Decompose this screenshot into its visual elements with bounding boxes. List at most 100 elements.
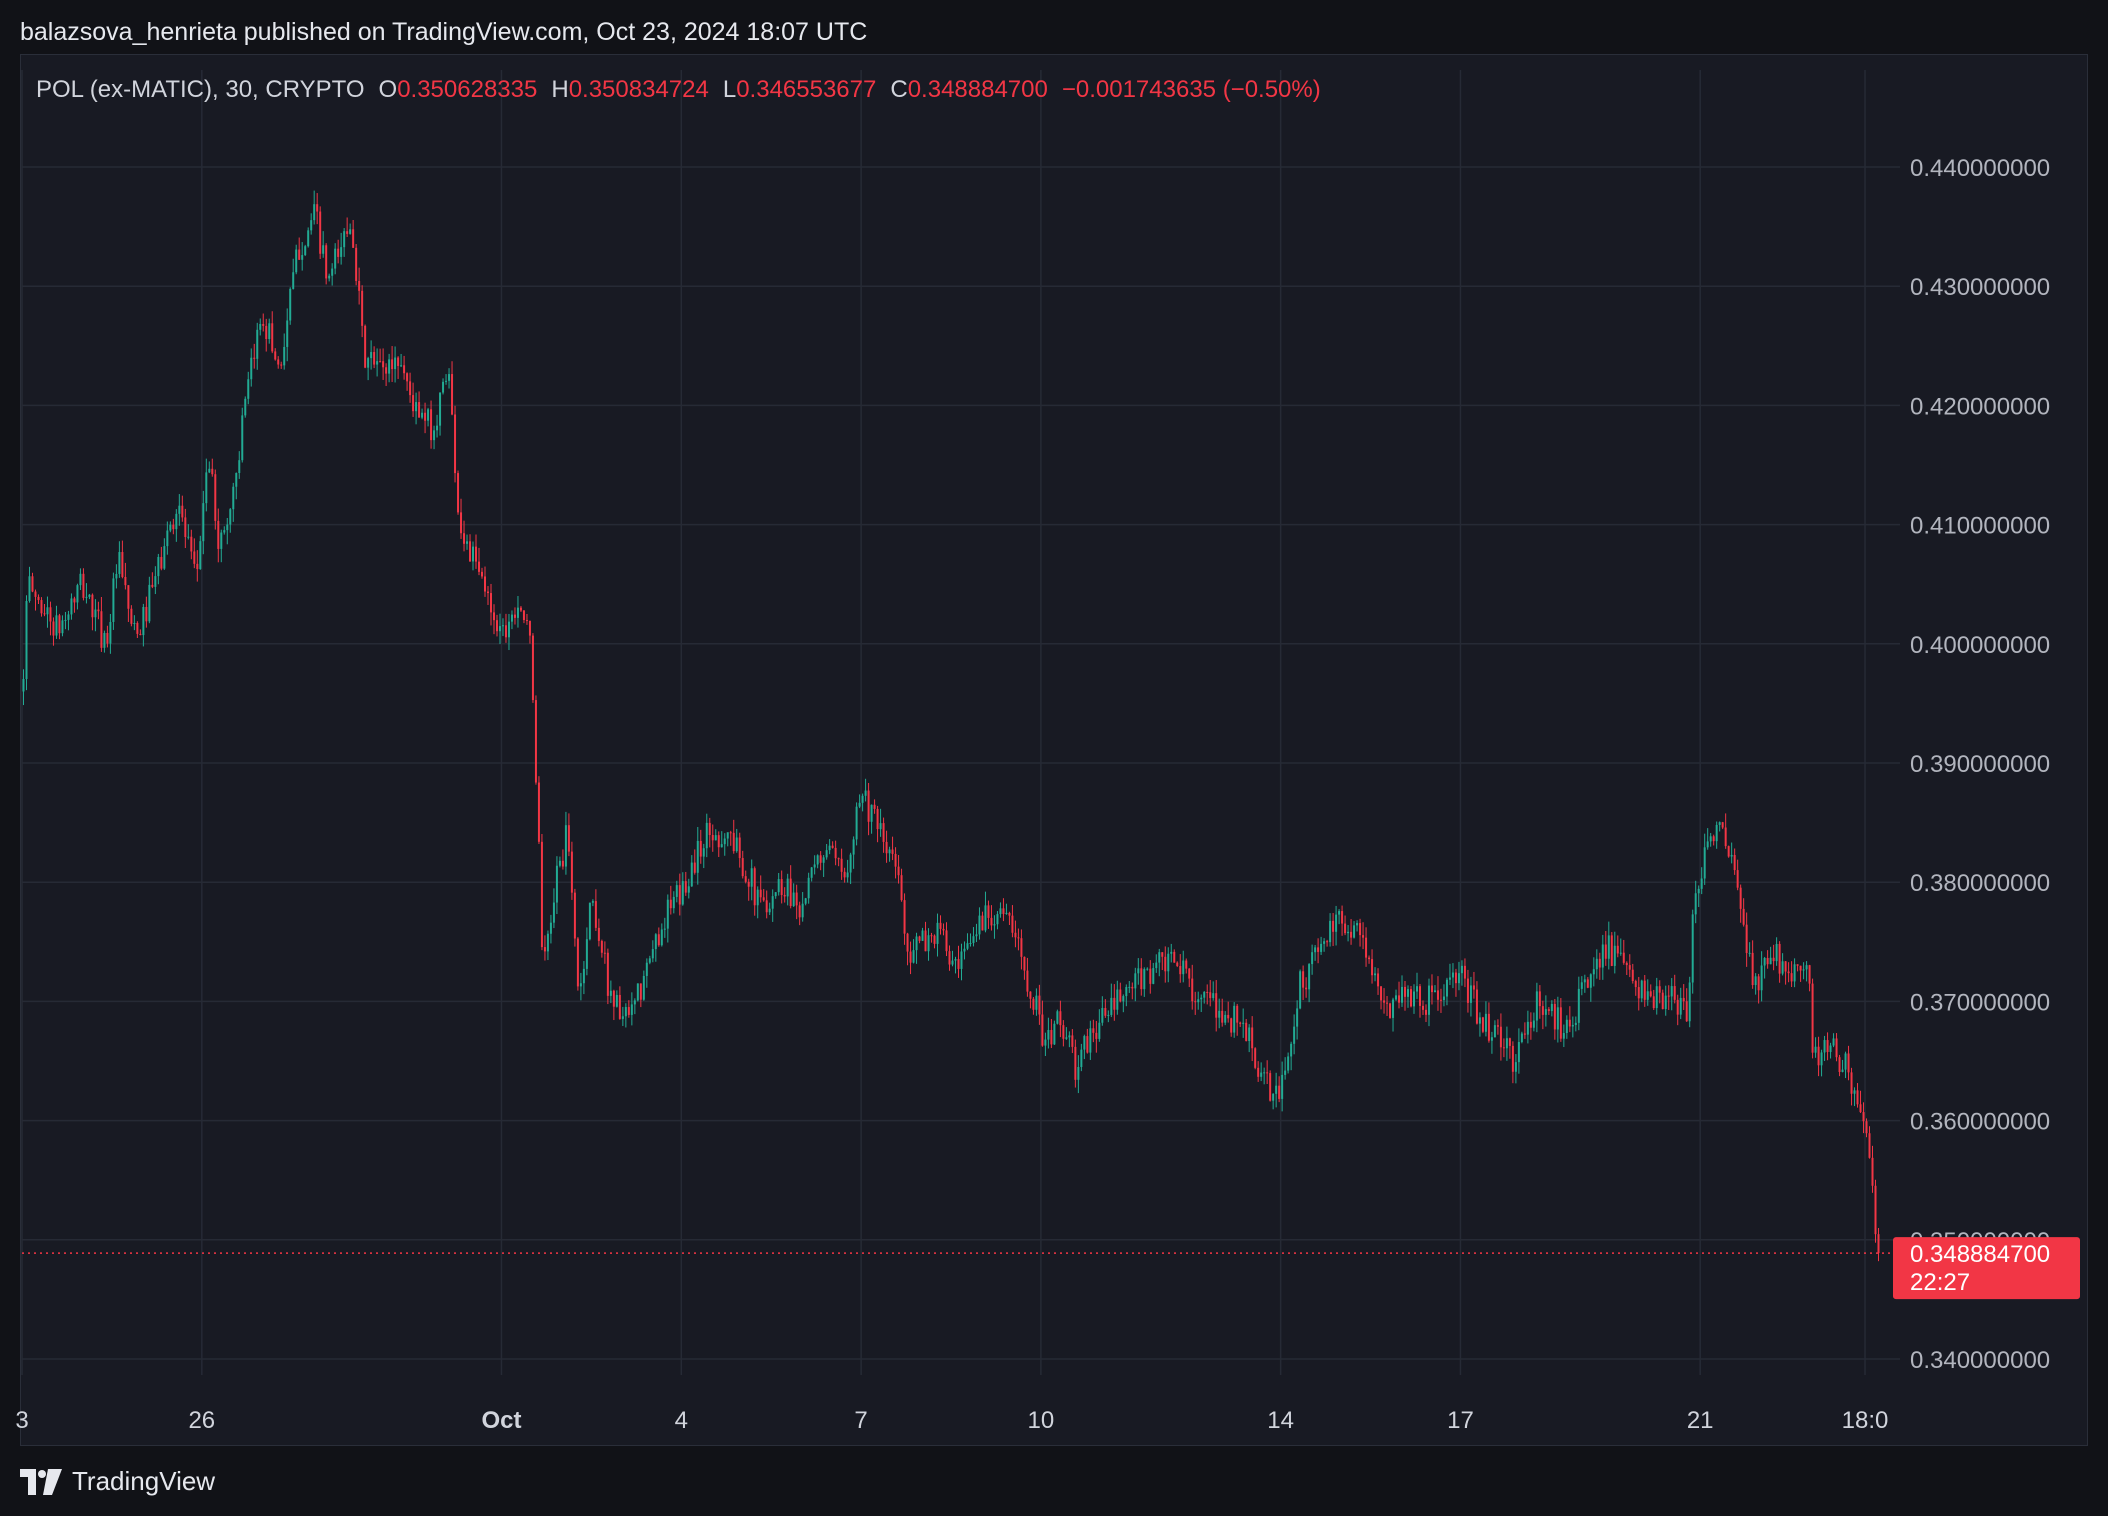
- candle-body: [160, 556, 163, 569]
- candle-body: [1808, 965, 1811, 984]
- candle-body: [1125, 987, 1128, 997]
- candle-body: [1161, 952, 1164, 957]
- candle-body: [1502, 1047, 1505, 1049]
- candle-body: [840, 858, 843, 872]
- candle-body: [478, 561, 481, 572]
- candle-body: [765, 900, 768, 913]
- candle-body: [133, 623, 136, 625]
- candle-body: [1691, 914, 1694, 983]
- candle-body: [1595, 958, 1598, 970]
- candle-body: [1137, 968, 1140, 974]
- candle-body: [540, 841, 543, 948]
- candle-body: [412, 395, 415, 412]
- candle-body: [328, 275, 331, 279]
- time-tick-label: 26: [188, 1407, 215, 1434]
- price-tick-label: 0.400000000: [1910, 632, 2050, 659]
- candle-body: [190, 536, 193, 552]
- candle-body: [169, 524, 172, 531]
- price-tick-label: 0.360000000: [1910, 1109, 2050, 1136]
- candle-body: [846, 872, 849, 878]
- candle-body: [1374, 973, 1377, 976]
- candle-body: [1281, 1074, 1284, 1099]
- candle-body: [573, 892, 576, 939]
- open-label: O: [378, 76, 398, 103]
- candle-body: [702, 848, 705, 857]
- candle-body: [124, 576, 127, 586]
- candle-body: [882, 823, 885, 842]
- candle-body: [376, 361, 379, 365]
- candle-body: [1601, 944, 1604, 968]
- open-value: 0.350628335: [397, 76, 538, 103]
- candle-body: [1742, 908, 1745, 925]
- candle-body: [259, 323, 262, 330]
- candle-body: [1436, 990, 1439, 1000]
- candle-body: [334, 248, 337, 269]
- candle-body: [76, 585, 79, 603]
- price-axis: 0.3400000000.3500000000.3600000000.37000…: [1910, 155, 2050, 1374]
- candle-body: [49, 607, 52, 622]
- candle-body: [1023, 956, 1026, 971]
- candle-body: [97, 609, 100, 612]
- tradingview-branding[interactable]: TradingView: [20, 1466, 215, 1497]
- candle-body: [301, 255, 304, 260]
- candle-body: [1053, 1023, 1056, 1045]
- candle-body: [1562, 1033, 1565, 1039]
- candle-body: [1395, 995, 1398, 1000]
- candle-body: [783, 894, 786, 897]
- candle-body: [858, 802, 861, 807]
- candle-body: [1113, 997, 1116, 1010]
- candle-body: [1131, 986, 1134, 989]
- candle-body: [223, 530, 226, 533]
- candle-body: [732, 832, 735, 852]
- candle-body: [1347, 931, 1350, 934]
- candle-body: [304, 246, 307, 256]
- candle-body: [1296, 1008, 1299, 1027]
- candle-body: [1323, 941, 1326, 944]
- candle-body: [1739, 887, 1742, 909]
- candle-body: [1700, 878, 1703, 889]
- candle-body: [717, 835, 720, 848]
- candle-body: [1104, 1007, 1107, 1016]
- candle-body: [762, 897, 765, 901]
- candle-body: [1736, 870, 1739, 888]
- candle-body: [58, 615, 61, 634]
- candle-body: [1065, 1037, 1068, 1039]
- candle-body: [1547, 1009, 1550, 1012]
- candle-body: [1460, 965, 1463, 974]
- candle-body: [1353, 925, 1356, 938]
- candle-body: [1404, 986, 1407, 997]
- candle-body: [549, 922, 552, 934]
- candle-body: [289, 288, 292, 321]
- candle-body: [1745, 924, 1748, 953]
- candle-body: [79, 573, 82, 586]
- candle-body: [1874, 1185, 1877, 1235]
- candle-body: [274, 351, 277, 360]
- candle-body: [217, 520, 220, 549]
- candle-body: [292, 272, 295, 289]
- candle-body: [615, 994, 618, 1007]
- symbol-label[interactable]: POL (ex-MATIC), 30, CRYPTO: [36, 76, 365, 103]
- candle-body: [906, 933, 909, 952]
- tradingview-brand-label: TradingView: [72, 1466, 216, 1496]
- candle-body: [594, 901, 597, 928]
- candle-body: [1191, 978, 1194, 1002]
- candle-body: [960, 951, 963, 969]
- candle-body: [214, 474, 217, 521]
- candle-body: [40, 600, 43, 614]
- candle-body: [546, 933, 549, 952]
- candle-body: [1532, 1020, 1535, 1028]
- candle-body: [298, 249, 301, 260]
- candle-body: [1002, 908, 1005, 914]
- candle-body: [1577, 988, 1580, 1023]
- candle-body: [633, 1000, 636, 1005]
- candle-body: [385, 367, 388, 374]
- candle-body: [1850, 1072, 1853, 1094]
- candle-body: [657, 934, 660, 946]
- change-value: −0.001743635 (−0.50%): [1061, 76, 1321, 103]
- candle-body: [996, 914, 999, 925]
- candle-body: [349, 229, 352, 234]
- candle-body: [241, 415, 244, 461]
- candle-body: [1787, 971, 1790, 974]
- candle-body: [1751, 952, 1754, 986]
